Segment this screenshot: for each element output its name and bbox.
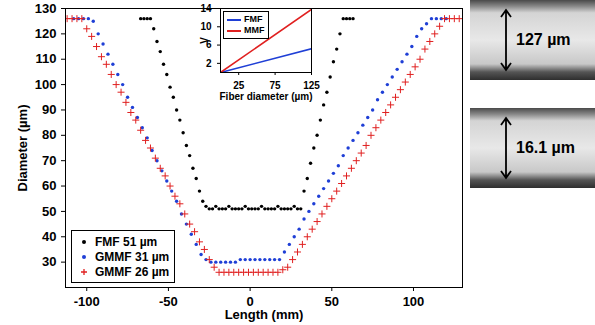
svg-text:75: 75	[270, 80, 282, 91]
html-text:MMF: MMF	[244, 25, 265, 35]
svg-text:10: 10	[200, 21, 212, 32]
svg-text:40: 40	[42, 229, 56, 244]
svg-text:Length (mm): Length (mm)	[225, 307, 304, 322]
svg-text:-100: -100	[74, 294, 100, 309]
html-text:GMMF 31 µm: GMMF 31 µm	[95, 249, 170, 264]
svg-text:100: 100	[403, 294, 425, 309]
svg-text:100: 100	[35, 77, 57, 92]
svg-text:2: 2	[206, 58, 212, 69]
svg-text:V: V	[199, 37, 210, 44]
svg-text:90: 90	[42, 102, 56, 117]
html-text:16.1 µm: 16.1 µm	[516, 139, 575, 156]
svg-text:130: 130	[35, 1, 57, 16]
svg-text:110: 110	[36, 51, 57, 66]
svg-text:30: 30	[42, 254, 56, 269]
html-text:FMF: FMF	[244, 14, 263, 24]
svg-text:125: 125	[303, 80, 320, 91]
html-text:GMMF 26 µm: GMMF 26 µm	[95, 264, 170, 279]
svg-text:-50: -50	[159, 294, 178, 309]
svg-text:25: 25	[233, 80, 245, 91]
svg-text:80: 80	[42, 127, 56, 142]
svg-text:Diameter (µm): Diameter (µm)	[15, 105, 30, 192]
svg-text:14: 14	[200, 3, 212, 14]
svg-text:60: 60	[42, 178, 56, 193]
svg-text:50: 50	[325, 294, 339, 309]
svg-text:120: 120	[35, 26, 57, 41]
svg-text:0: 0	[246, 293, 254, 309]
html-text:127 µm: 127 µm	[516, 31, 571, 48]
svg-text:Fiber diameter (µm): Fiber diameter (µm)	[219, 91, 312, 102]
svg-text:50: 50	[42, 204, 56, 219]
svg-text:70: 70	[42, 153, 56, 168]
html-text:FMF 51 µm: FMF 51 µm	[95, 234, 158, 249]
